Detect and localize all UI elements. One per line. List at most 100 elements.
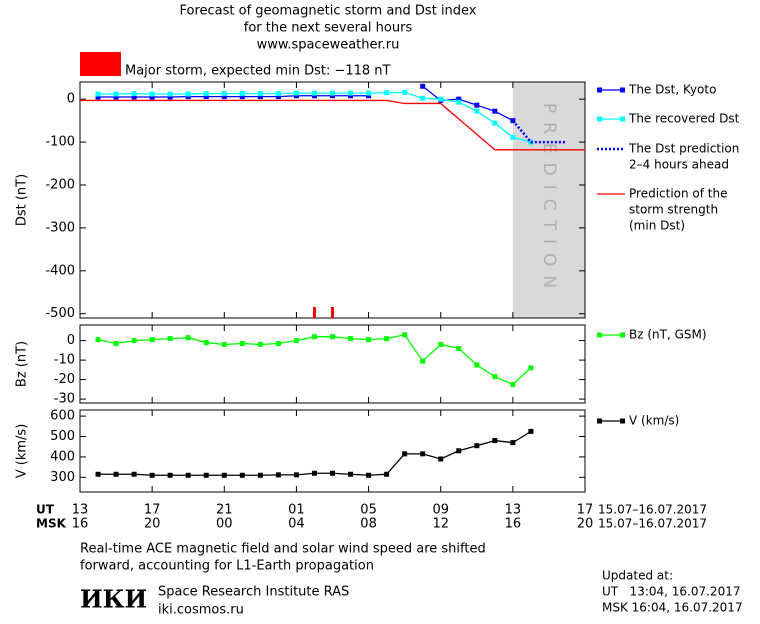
legend-marker [597,116,602,122]
y-tick-label: 0 [67,333,75,348]
data-point [203,94,209,100]
data-point [257,94,263,100]
data-point [330,334,335,340]
dates: 15.07–16.07.2017 [598,503,707,517]
series-line [98,85,514,122]
data-point [113,341,119,347]
legend-label: V (km/s) [629,414,679,428]
y-tick-label: -300 [45,220,75,235]
x-tick-label: 20 [577,517,594,532]
event-marker [312,307,316,318]
panel-frame [79,324,586,404]
data-point [438,96,444,102]
data-point [311,470,317,476]
legend-marker [597,332,602,338]
x-tick-label: 01 [288,503,305,518]
y-axis-label: Dst (nT) [15,174,30,226]
title-line: for the next several hours [244,21,413,36]
legend-marker [620,116,625,122]
data-point [528,428,534,434]
data-point [239,341,245,347]
y-tick-label: -30 [54,392,75,407]
y-tick-label: -10 [54,353,75,368]
data-point [474,443,480,449]
y-axis-label: Bz (nT) [15,341,30,387]
data-point [95,94,101,100]
data-point [275,472,281,478]
series-line [98,430,532,476]
data-point [366,337,372,343]
title-line: Forecast of geomagnetic storm and Dst in… [179,4,476,19]
data-point [131,91,137,97]
data-point [293,90,299,96]
data-point [330,90,335,96]
y-tick-label: 400 [50,449,75,464]
x-tick-label: 13 [72,503,89,518]
data-point [384,90,390,96]
legend-marker [597,418,602,424]
y-tick-label: 0 [67,92,75,107]
data-point [275,94,281,100]
data-point [185,91,191,97]
y-tick-label: -400 [45,263,75,278]
x-tick-label: 16 [505,517,522,532]
data-point [239,472,245,478]
y-tick-label: 600 [50,409,75,424]
data-point [384,471,390,477]
msk-label: MSK [36,517,67,531]
data-point [348,90,354,96]
data-point [384,336,390,342]
prediction-region [512,82,585,318]
data-point [149,337,155,343]
dates: 15.07–16.07.2017 [598,517,707,531]
data-point [257,342,263,347]
data-point [149,94,155,100]
data-point [474,102,480,108]
data-point [131,338,137,344]
y-tick-label: 500 [50,429,75,444]
note: Real-time ACE magnetic field and solar w… [80,542,486,557]
y-tick-label: -100 [45,135,75,150]
institute: Space Research Institute RAS [158,585,349,600]
data-point [528,365,534,371]
data-point [221,342,227,347]
y-tick-label: -500 [45,306,75,321]
data-point [420,83,426,89]
x-tick-label: 08 [360,517,377,532]
data-point [113,94,119,100]
legend-marker [597,87,602,93]
legend-label: Prediction of the [629,187,728,201]
data-point [420,451,426,457]
x-tick-label: 16 [72,517,89,532]
y-tick-label: 300 [50,470,75,485]
data-point [438,456,444,462]
updated-msk: MSK 16:04, 16.07.2017 [602,601,743,615]
x-tick-label: 09 [432,503,449,518]
prediction-label: PREDICTION [539,103,559,297]
x-tick-label: 17 [577,503,594,518]
x-tick-label: 21 [216,503,233,518]
logo: ИКИ [80,585,147,614]
x-tick-label: 13 [505,503,522,518]
panel-frame [79,409,586,493]
data-point [492,374,498,380]
data-point [239,91,245,97]
data-point [402,332,408,338]
data-point [510,440,516,446]
data-point [348,471,354,477]
x-tick-label: 12 [432,517,449,532]
x-tick-label: 05 [360,503,377,518]
data-point [293,338,299,344]
x-tick-label: 17 [144,503,161,518]
data-point [330,470,335,476]
title-line: www.spaceweather.ru [257,38,400,53]
data-point [510,134,516,140]
data-point [257,472,263,478]
data-point [311,93,317,99]
data-point [203,340,209,346]
data-point [95,471,101,477]
updated: Updated at: [602,569,673,583]
data-point [221,472,227,478]
data-point [113,471,119,477]
